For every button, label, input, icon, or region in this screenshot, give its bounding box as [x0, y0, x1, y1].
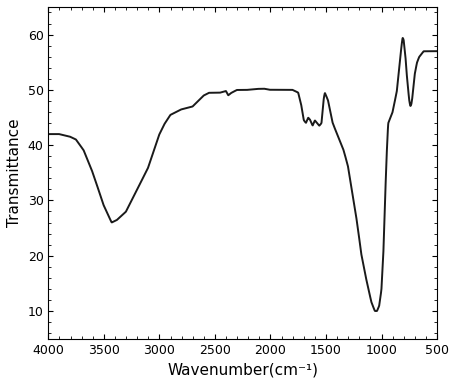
Y-axis label: Transmittance: Transmittance [7, 119, 22, 227]
X-axis label: Wavenumber(cm⁻¹): Wavenumber(cm⁻¹) [167, 362, 318, 377]
